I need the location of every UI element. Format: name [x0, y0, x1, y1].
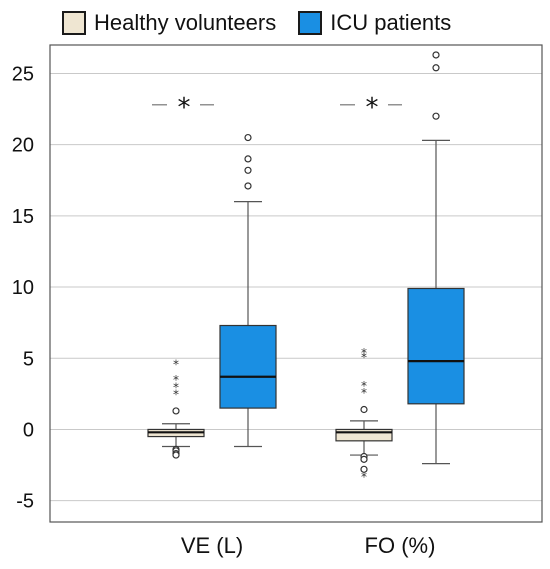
outlier-point — [432, 51, 440, 59]
plot-frame — [49, 44, 543, 523]
y-tick-label: -5 — [16, 491, 34, 513]
box — [335, 428, 393, 442]
legend-swatch-icu-patients — [298, 11, 323, 35]
legend-item-healthy-volunteers: Healthy volunteers — [62, 10, 276, 36]
extreme-point: * — [173, 387, 179, 401]
outlier-point — [172, 451, 180, 459]
box — [407, 287, 465, 405]
extreme-point: * — [173, 358, 179, 372]
y-tick-label: 10 — [12, 277, 34, 299]
outlier-point — [360, 455, 368, 463]
legend-item-icu-patients: ICU patients — [298, 10, 451, 36]
legend: Healthy volunteers ICU patients — [62, 6, 473, 40]
outlier-point — [360, 465, 368, 473]
outlier-point — [172, 407, 180, 415]
box — [219, 324, 277, 409]
legend-swatch-healthy-volunteers — [62, 11, 86, 35]
extreme-point: * — [361, 379, 367, 393]
x-tick-label: VE (L) — [181, 533, 243, 558]
extreme-point: * — [361, 346, 367, 360]
y-tick-label: 5 — [23, 348, 34, 370]
x-tick-label: FO (%) — [365, 533, 436, 558]
significance-marker: * — [366, 93, 379, 123]
outlier-point — [432, 112, 440, 120]
extreme-point: * — [361, 470, 367, 484]
outlier-point — [244, 133, 252, 142]
extreme-point: * — [361, 350, 367, 364]
extreme-point: * — [173, 373, 179, 387]
outlier-point — [432, 64, 440, 72]
legend-label-healthy-volunteers: Healthy volunteers — [94, 10, 277, 35]
outlier-point — [360, 405, 368, 414]
y-tick-label: 15 — [12, 206, 34, 228]
outlier-point — [244, 155, 252, 163]
y-tick-label: 0 — [23, 419, 34, 441]
legend-label-icu-patients: ICU patients — [330, 10, 452, 35]
extreme-point: * — [173, 380, 179, 394]
outlier-point — [244, 182, 252, 190]
outlier-point — [244, 166, 252, 174]
y-tick-label: 25 — [12, 63, 34, 85]
extreme-point: * — [361, 386, 367, 400]
y-tick-label: 20 — [12, 135, 34, 157]
significance-marker: * — [178, 93, 191, 123]
